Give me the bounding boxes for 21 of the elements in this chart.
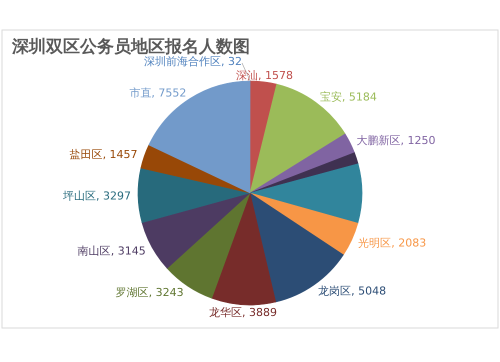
pie-slice (140, 144, 250, 194)
slice-label: 龙华区, 3889 (209, 306, 278, 319)
pie-slice (250, 192, 358, 256)
pie-slice (250, 152, 358, 194)
slice-label: 龙岗区, 5048 (318, 284, 386, 298)
slice-label: 光明区, 2083 (358, 236, 426, 250)
slice-label: 南山区, 3145 (78, 244, 146, 258)
pie-slice (138, 168, 250, 223)
pie-slice (211, 192, 276, 306)
chart-title: 深圳双区公务员地区报名人数图 (11, 37, 250, 57)
slice-label: 罗湖区, 3243 (116, 286, 184, 299)
pie-slice (250, 163, 362, 224)
pie-slice (250, 84, 346, 194)
slice-label: 市直, 7552 (129, 86, 186, 100)
slice-label: 深汕, 1578 (236, 68, 294, 82)
pie-slice (250, 134, 355, 194)
slice-label: 坪山区, 3297 (62, 190, 132, 203)
slice-label: 大鹏新区, 1250 (356, 134, 436, 147)
slice-label: 深圳前海合作区, 32 (144, 55, 242, 68)
slice-label: 盐田区, 1457 (70, 148, 138, 162)
slice-label: 宝安, 5184 (320, 90, 377, 104)
